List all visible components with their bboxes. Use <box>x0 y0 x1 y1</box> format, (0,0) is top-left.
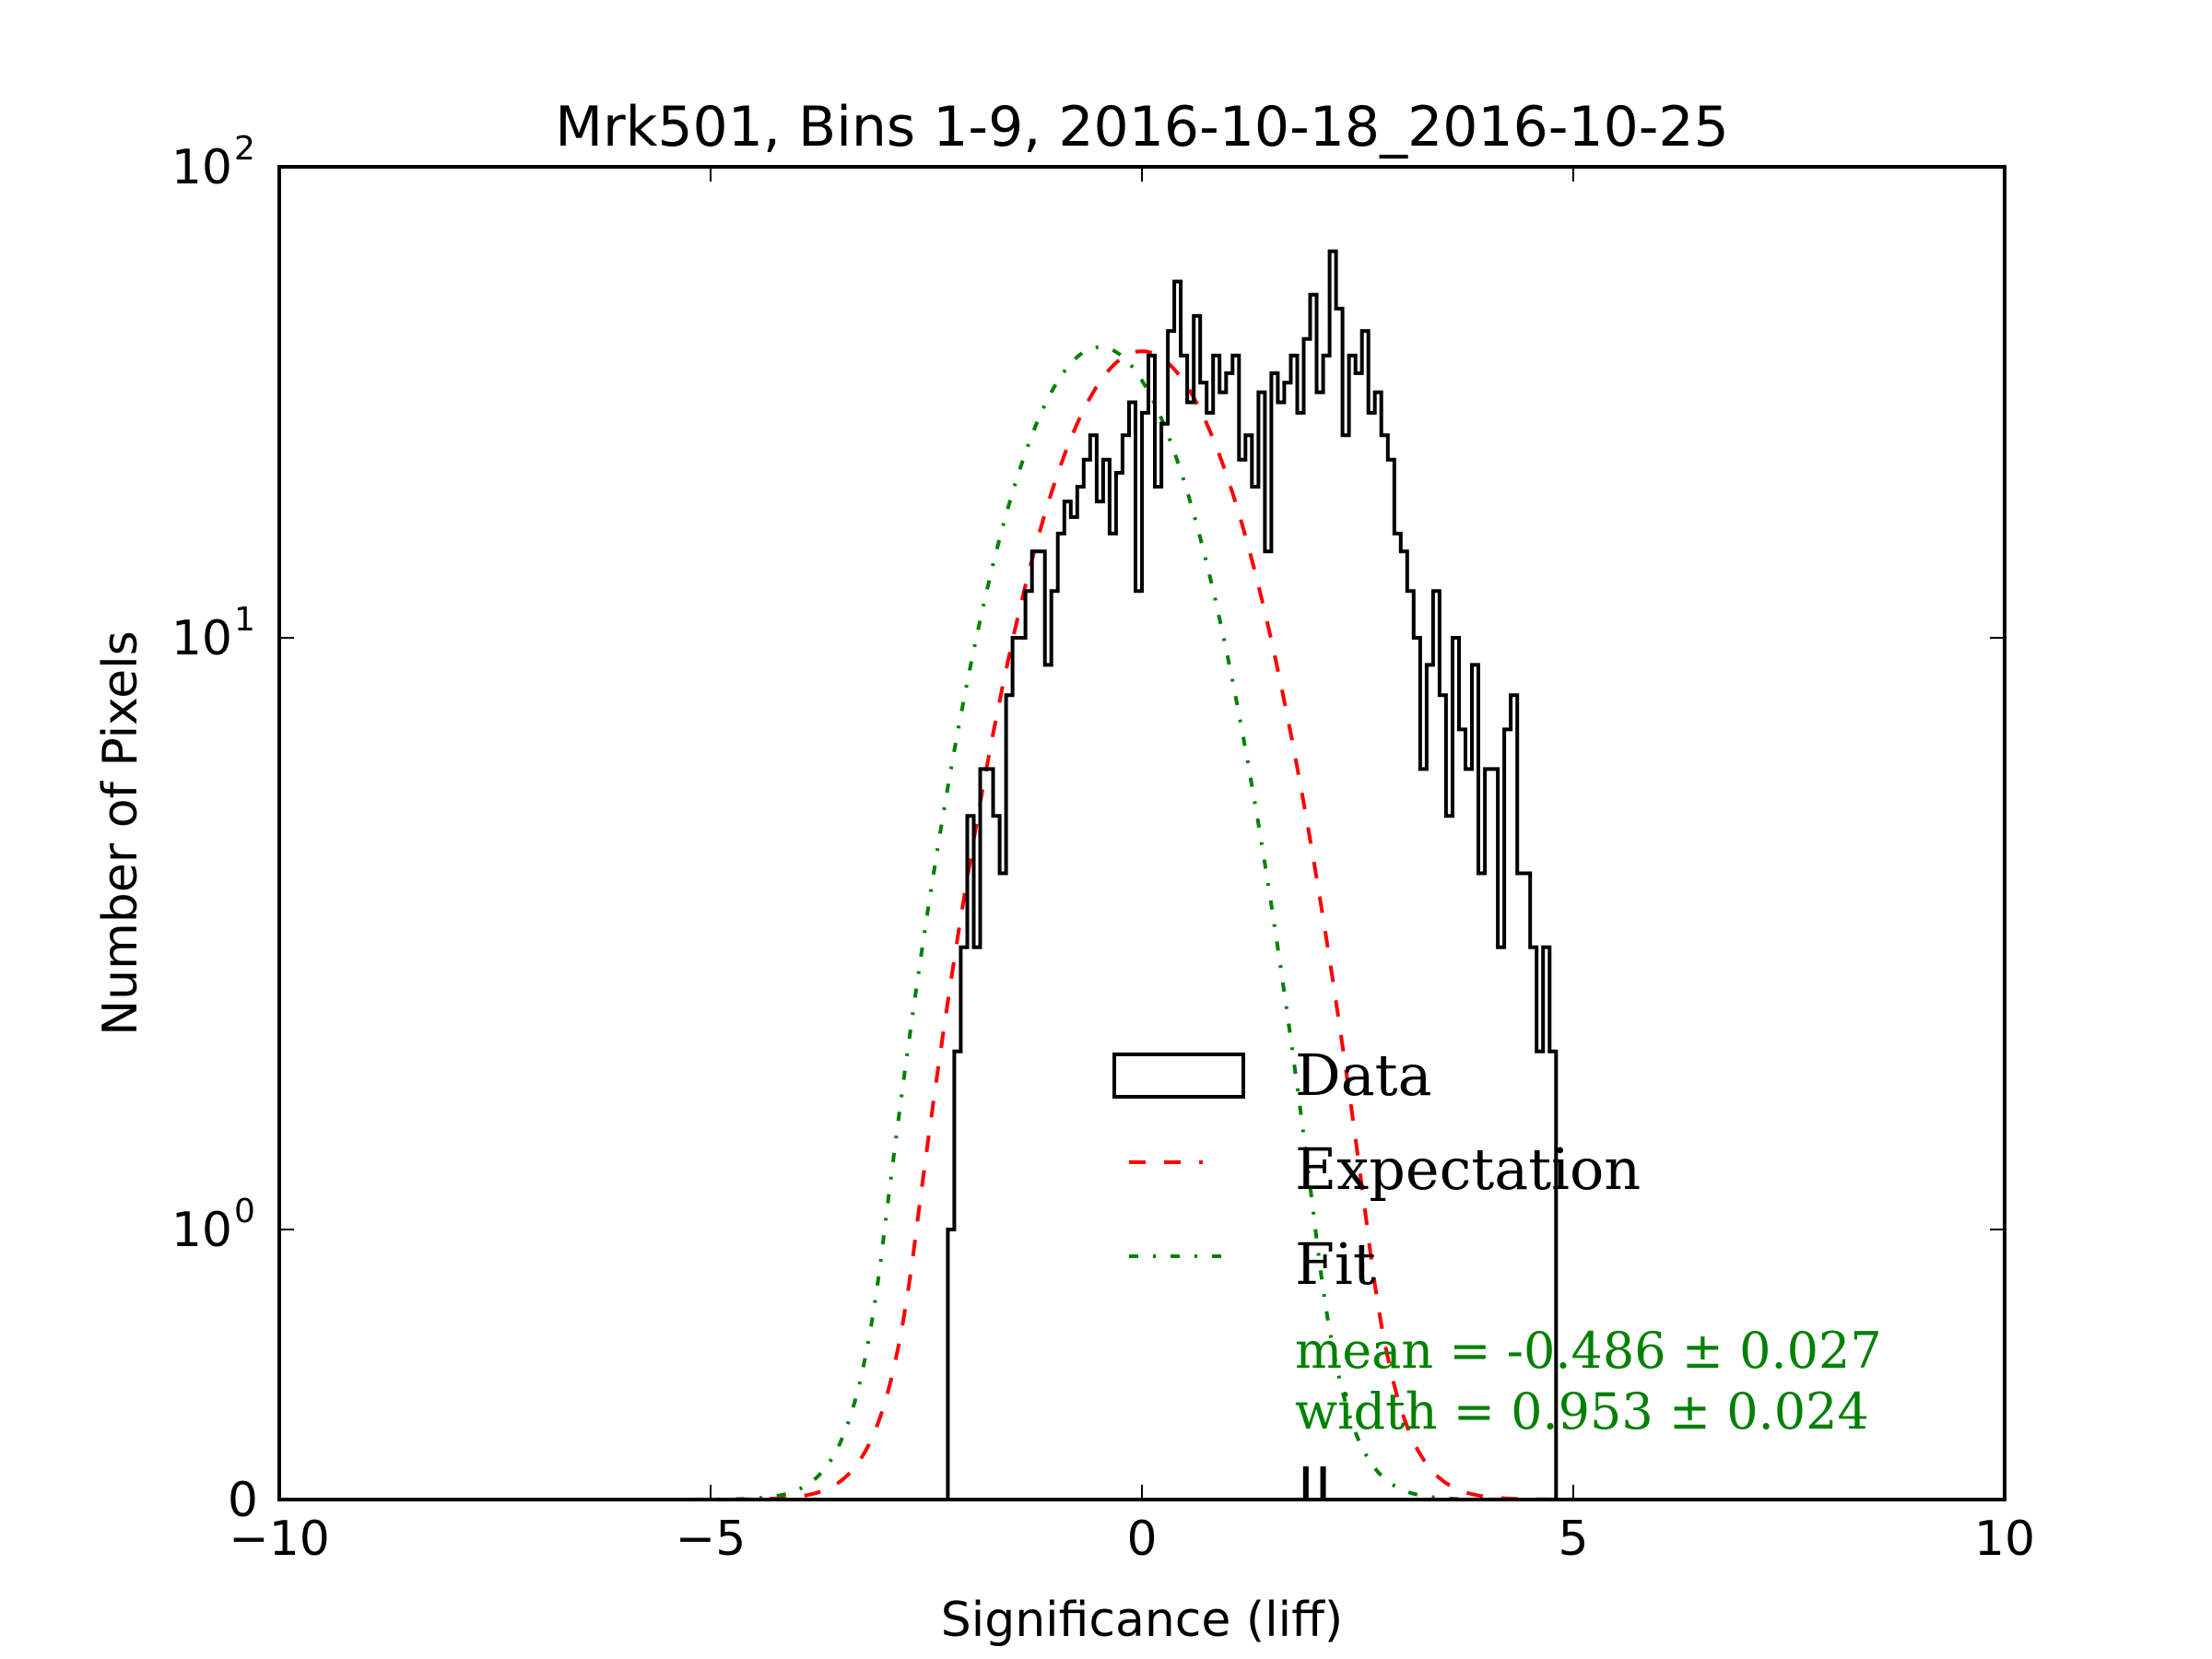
y-tick-exponent: 2 <box>234 130 255 168</box>
legend: Data Expectation Fit <box>1112 1041 1641 1298</box>
y-tick-exponent: 0 <box>234 1193 255 1230</box>
x-tick-label: −10 <box>229 1512 330 1567</box>
x-axis-label: Significance (liff) <box>941 1593 1343 1648</box>
legend-label-expectation: Expectation <box>1295 1135 1641 1203</box>
y-tick-label: 0 <box>228 1473 258 1528</box>
fit-mean-annotation: mean = -0.486 ± 0.027 <box>1295 1322 1882 1380</box>
y-tick-exponent: 1 <box>234 601 255 639</box>
y-tick-label: 10 <box>171 1203 232 1258</box>
legend-swatch-data <box>1112 1053 1245 1099</box>
legend-label-fit: Fit <box>1295 1230 1376 1298</box>
y-tick-label: 10 <box>171 611 232 666</box>
x-tick-label: −5 <box>676 1512 747 1567</box>
legend-label-data: Data <box>1295 1041 1432 1109</box>
curve-expectation <box>279 349 2005 1500</box>
plot-area <box>279 249 2005 1500</box>
y-tick-label: 10 <box>171 140 232 195</box>
x-tick-label: 5 <box>1558 1512 1588 1567</box>
fit-width-annotation: width = 0.953 ± 0.024 <box>1295 1382 1869 1441</box>
x-tick-label: 10 <box>1974 1512 2035 1567</box>
x-axis: −10 −5 0 5 10 <box>229 167 2035 1567</box>
curve-fit <box>279 345 2005 1500</box>
series-group <box>279 249 2005 1500</box>
y-axis-label: Number of Pixels <box>93 630 148 1035</box>
histogram-step <box>946 249 1595 1500</box>
x-tick-label: 0 <box>1126 1512 1157 1567</box>
chart-title: Mrk501, Bins 1-9, 2016-10-18_2016-10-25 <box>555 95 1729 159</box>
